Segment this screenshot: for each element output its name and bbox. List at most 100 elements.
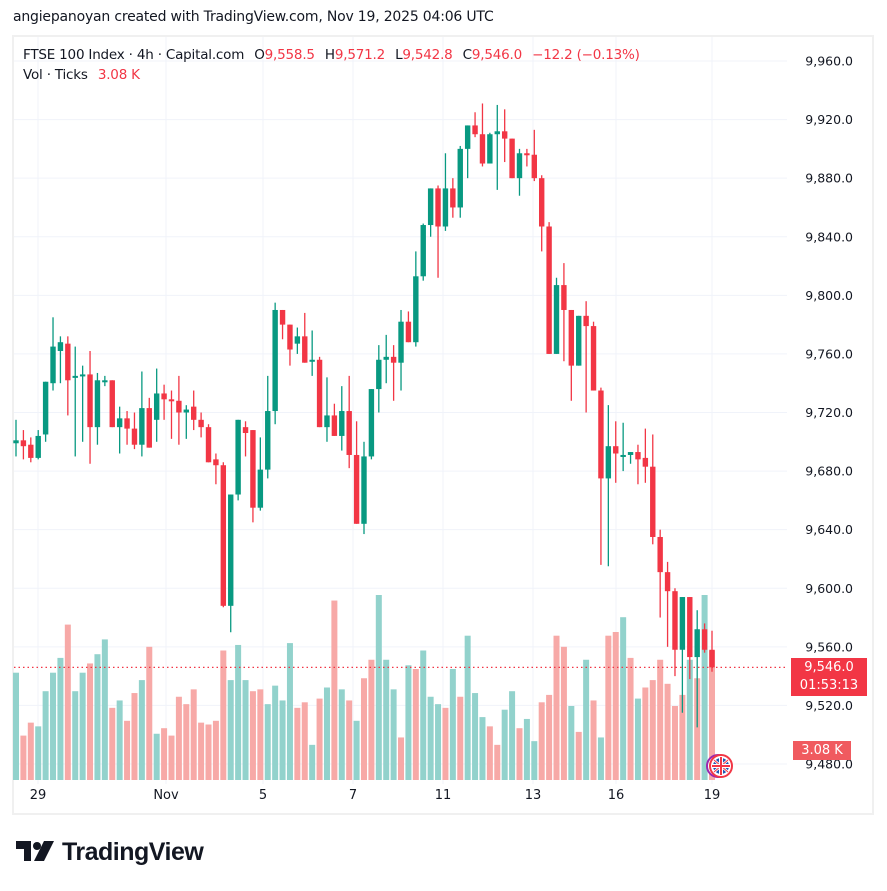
candle[interactable] bbox=[701, 629, 708, 650]
volume-label[interactable]: Vol · Ticks bbox=[23, 67, 88, 83]
candle[interactable] bbox=[546, 226, 552, 354]
candle[interactable] bbox=[383, 356, 389, 360]
candle[interactable] bbox=[605, 446, 612, 479]
candle[interactable] bbox=[272, 309, 278, 412]
candle[interactable] bbox=[198, 419, 204, 428]
candle[interactable] bbox=[457, 148, 463, 208]
candle[interactable] bbox=[516, 153, 523, 179]
candle[interactable] bbox=[87, 374, 93, 428]
candle[interactable] bbox=[35, 435, 41, 458]
candle[interactable] bbox=[539, 178, 545, 227]
candle[interactable] bbox=[709, 649, 715, 668]
candle[interactable] bbox=[287, 324, 293, 350]
candle[interactable] bbox=[664, 572, 671, 592]
candle[interactable] bbox=[561, 285, 567, 310]
candle[interactable] bbox=[687, 597, 693, 658]
candle[interactable] bbox=[598, 390, 604, 479]
symbol-info[interactable]: FTSE 100 Index · 4h · Capital.com bbox=[23, 47, 245, 63]
candle[interactable] bbox=[353, 454, 360, 524]
candle[interactable] bbox=[627, 452, 634, 455]
candle[interactable] bbox=[420, 225, 426, 277]
candle[interactable] bbox=[242, 427, 249, 434]
uk-flag-icon[interactable] bbox=[706, 752, 734, 780]
candle[interactable] bbox=[442, 188, 449, 227]
candle[interactable] bbox=[102, 380, 108, 383]
candle[interactable] bbox=[494, 131, 500, 135]
candle[interactable] bbox=[72, 375, 78, 378]
candle[interactable] bbox=[635, 452, 641, 460]
candle[interactable] bbox=[620, 454, 626, 457]
candle[interactable] bbox=[524, 153, 530, 156]
candle[interactable] bbox=[553, 285, 560, 354]
candle[interactable] bbox=[257, 469, 264, 508]
candle[interactable] bbox=[576, 315, 582, 366]
candle[interactable] bbox=[568, 309, 575, 366]
candle[interactable] bbox=[339, 411, 345, 436]
candle[interactable] bbox=[613, 446, 619, 454]
candle[interactable] bbox=[213, 459, 219, 466]
candle[interactable] bbox=[405, 321, 412, 343]
candle[interactable] bbox=[176, 400, 182, 413]
candle[interactable] bbox=[191, 406, 197, 420]
candle[interactable] bbox=[309, 359, 315, 362]
candle[interactable] bbox=[479, 134, 486, 164]
candle[interactable] bbox=[302, 336, 308, 363]
candle[interactable] bbox=[694, 629, 700, 658]
candle[interactable] bbox=[153, 393, 160, 420]
candle[interactable] bbox=[531, 154, 537, 179]
candle[interactable] bbox=[427, 188, 434, 226]
candle[interactable] bbox=[235, 419, 241, 495]
candle[interactable] bbox=[472, 125, 478, 135]
candle[interactable] bbox=[183, 409, 189, 413]
candle[interactable] bbox=[42, 381, 49, 435]
candle[interactable] bbox=[168, 399, 175, 402]
candle[interactable] bbox=[346, 411, 352, 455]
candle[interactable] bbox=[413, 276, 419, 343]
candle[interactable] bbox=[390, 356, 397, 363]
candle[interactable] bbox=[109, 380, 115, 428]
candle[interactable] bbox=[450, 188, 456, 208]
candle[interactable] bbox=[324, 415, 330, 428]
candle[interactable] bbox=[265, 411, 271, 470]
candle[interactable] bbox=[279, 309, 286, 325]
candle[interactable] bbox=[65, 343, 71, 381]
candle[interactable] bbox=[116, 418, 123, 428]
candle[interactable] bbox=[28, 444, 34, 458]
candle[interactable] bbox=[316, 359, 323, 428]
candle[interactable] bbox=[131, 428, 138, 445]
candle[interactable] bbox=[205, 427, 212, 463]
candle[interactable] bbox=[161, 393, 167, 400]
candle[interactable] bbox=[501, 131, 508, 139]
candle[interactable] bbox=[13, 440, 19, 444]
candle[interactable] bbox=[57, 342, 64, 351]
candle[interactable] bbox=[361, 456, 367, 524]
candle[interactable] bbox=[228, 494, 234, 606]
candle[interactable] bbox=[376, 359, 382, 390]
candle[interactable] bbox=[398, 321, 404, 363]
candle[interactable] bbox=[139, 408, 145, 445]
candle[interactable] bbox=[642, 457, 649, 467]
candle[interactable] bbox=[509, 138, 515, 179]
candle[interactable] bbox=[650, 466, 656, 537]
candle[interactable] bbox=[250, 430, 256, 508]
candle[interactable] bbox=[672, 591, 678, 650]
candle[interactable] bbox=[124, 418, 130, 429]
candle[interactable] bbox=[679, 597, 686, 650]
candle[interactable] bbox=[464, 125, 471, 149]
candle[interactable] bbox=[331, 415, 338, 436]
candle[interactable] bbox=[220, 465, 227, 606]
candle[interactable] bbox=[487, 134, 493, 164]
candle[interactable] bbox=[583, 315, 589, 327]
candle[interactable] bbox=[435, 188, 441, 227]
candle[interactable] bbox=[79, 374, 86, 377]
candle[interactable] bbox=[20, 440, 27, 447]
time-axis[interactable]: 29 Nov 5 7 11 13 16 19 bbox=[0, 788, 887, 810]
candle[interactable] bbox=[94, 380, 101, 428]
candle[interactable] bbox=[146, 408, 152, 448]
candle[interactable] bbox=[50, 346, 56, 384]
candle[interactable] bbox=[657, 536, 663, 573]
candle[interactable] bbox=[368, 389, 375, 457]
candle[interactable] bbox=[590, 326, 597, 391]
tradingview-logo[interactable]: TradingView bbox=[16, 838, 204, 867]
